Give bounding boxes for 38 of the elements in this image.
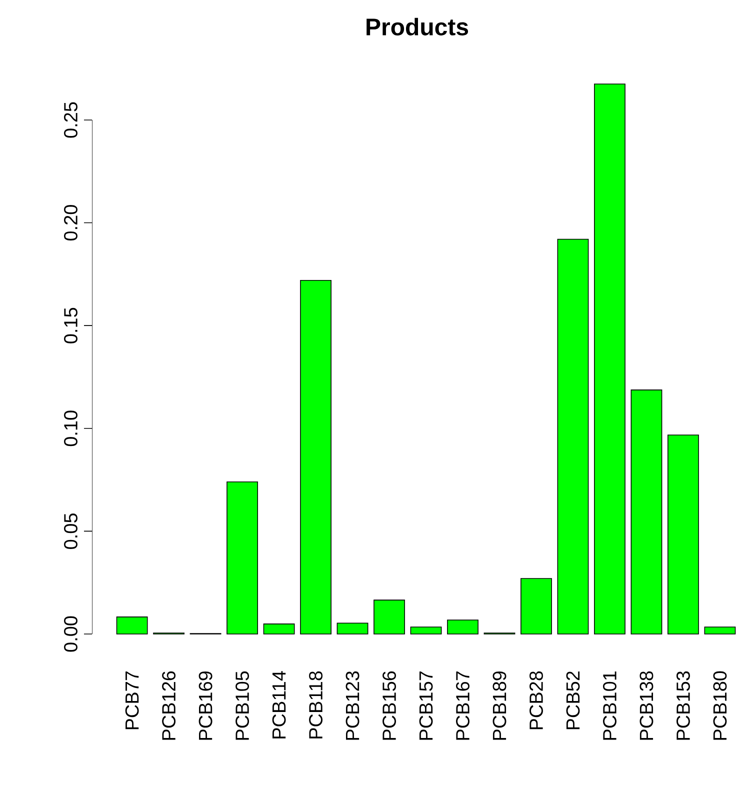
bar: [263, 624, 295, 634]
bar: [668, 434, 699, 634]
y-tick-label: 0.05: [64, 514, 78, 549]
x-tick-label: PCB101: [603, 671, 616, 740]
y-tick-label: 0.20: [64, 205, 78, 241]
bar: [447, 620, 478, 634]
y-tick-label: 0.10: [64, 410, 78, 446]
x-tick-label: PCB52: [566, 671, 580, 730]
x-tick-label: PCB169: [198, 671, 212, 740]
y-tick-label: 0.00: [64, 616, 78, 652]
bar: [520, 578, 552, 634]
x-tick-label: PCB114: [272, 671, 286, 738]
x-tick-label: PCB189: [492, 671, 506, 740]
bar: [116, 616, 148, 634]
x-tick-label: PCB118: [309, 671, 323, 738]
chart-title: Products: [366, 18, 468, 36]
y-tick-label: 0.25: [64, 102, 78, 138]
x-tick-label: PCB156: [382, 671, 396, 740]
bar: [374, 600, 405, 634]
bar: [594, 84, 626, 634]
bar: [557, 238, 589, 634]
x-tick-label: PCB28: [530, 671, 543, 730]
x-tick-label: PCB153: [676, 671, 690, 740]
bar: [300, 280, 332, 634]
bar: [336, 622, 368, 634]
x-tick-label: PCB167: [456, 671, 470, 740]
x-tick-label: PCB126: [162, 671, 176, 740]
bar: [410, 626, 442, 634]
bar: [630, 390, 662, 634]
x-tick-label: PCB77: [125, 671, 139, 730]
x-tick-label: PCB105: [236, 671, 250, 740]
x-tick-label: PCB157: [419, 671, 433, 740]
x-tick-label: PCB138: [640, 671, 654, 740]
x-tick-label: PCB123: [346, 671, 360, 740]
x-tick-label: PCB180: [713, 671, 727, 740]
bar: [704, 626, 736, 634]
y-tick-label: 0.15: [64, 308, 78, 344]
bar: [226, 481, 258, 634]
